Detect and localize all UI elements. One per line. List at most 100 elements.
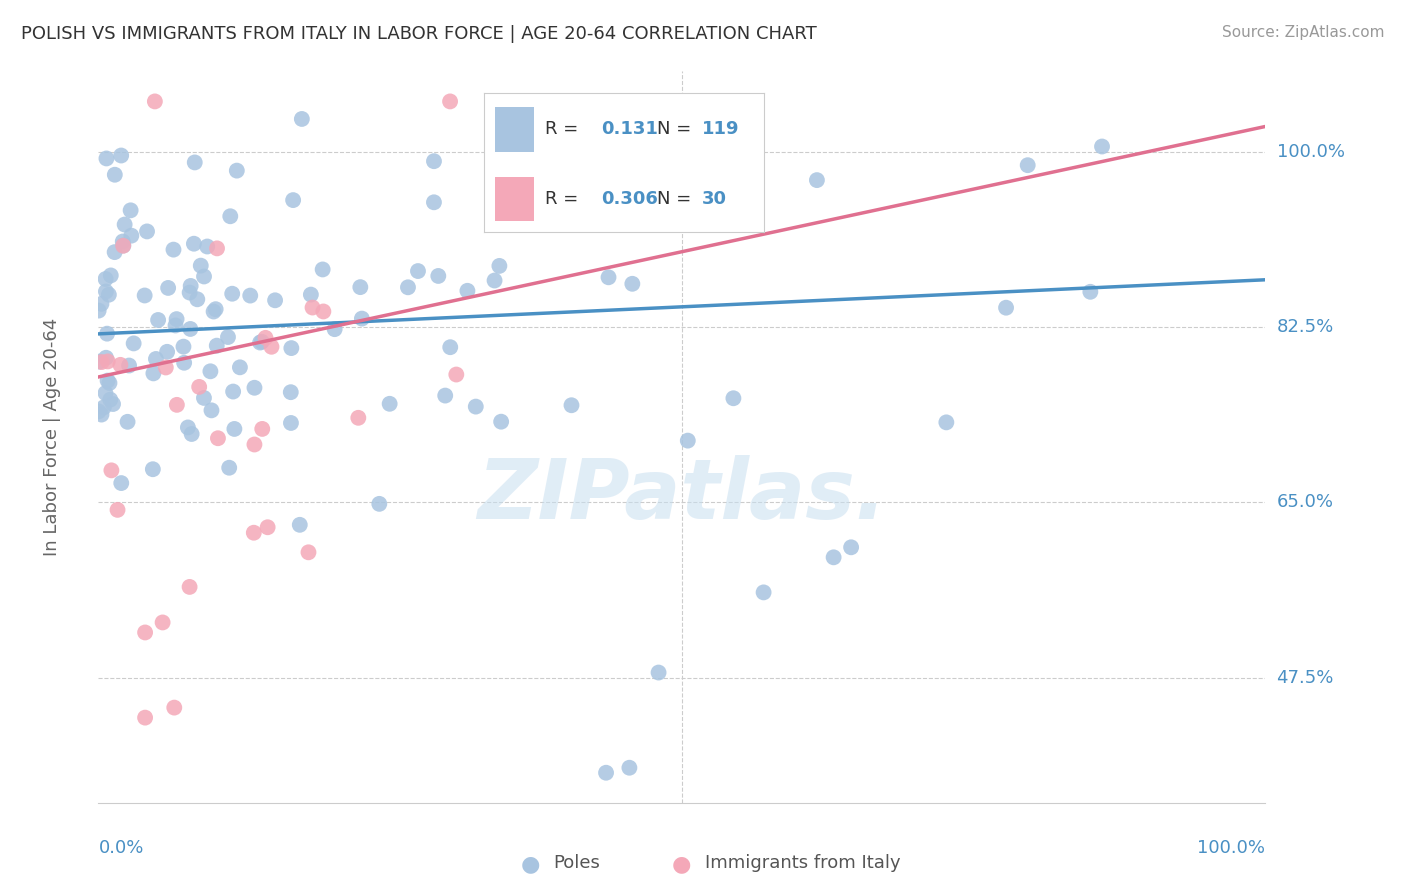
Point — [299, 287, 322, 301]
Point — [163, 700, 186, 714]
Point — [111, 235, 134, 249]
Point — [676, 434, 699, 448]
Point — [489, 415, 512, 429]
Point — [179, 285, 201, 300]
Point — [104, 245, 127, 260]
Point — [427, 268, 450, 283]
Point — [202, 304, 225, 318]
Point — [406, 264, 429, 278]
Point — [456, 284, 478, 298]
Point — [97, 287, 120, 301]
Point — [89, 354, 111, 368]
Point — [122, 336, 145, 351]
Point — [97, 354, 120, 368]
Text: ZIPatlas.: ZIPatlas. — [477, 455, 887, 536]
Point — [118, 359, 141, 373]
Point — [94, 386, 117, 401]
Point — [110, 148, 132, 162]
Point — [205, 241, 228, 255]
Point — [142, 367, 165, 381]
Point — [100, 268, 122, 283]
Point — [112, 239, 135, 253]
Point — [96, 152, 118, 166]
Point — [98, 392, 121, 407]
Point — [280, 385, 302, 400]
Point — [219, 209, 242, 223]
Point — [728, 95, 751, 109]
Point — [935, 415, 957, 429]
Point — [538, 178, 561, 192]
Point — [172, 340, 194, 354]
Point — [152, 615, 174, 630]
Point — [464, 400, 486, 414]
Point — [142, 462, 165, 476]
Point — [193, 269, 215, 284]
Point — [1080, 285, 1102, 299]
Point — [120, 228, 142, 243]
Point — [723, 391, 745, 405]
Point — [200, 403, 222, 417]
Point — [134, 288, 156, 302]
Point — [423, 195, 446, 210]
Text: Poles: Poles — [554, 854, 600, 872]
Point — [112, 238, 135, 252]
Text: 65.0%: 65.0% — [1277, 493, 1333, 511]
Point — [188, 380, 211, 394]
Point — [98, 376, 121, 390]
Point — [90, 355, 112, 369]
Point — [254, 331, 277, 345]
Point — [243, 525, 266, 540]
Point — [120, 203, 142, 218]
Point — [598, 270, 620, 285]
Point — [93, 401, 115, 415]
Point — [136, 224, 159, 238]
Point — [434, 388, 457, 402]
Point — [350, 311, 373, 326]
Point — [396, 280, 419, 294]
Point — [155, 360, 177, 375]
Point — [250, 334, 273, 349]
Point — [252, 422, 274, 436]
Point — [101, 397, 124, 411]
Point — [312, 304, 335, 318]
Point — [297, 545, 319, 559]
Point — [205, 339, 228, 353]
Point — [179, 580, 201, 594]
Point — [806, 173, 828, 187]
Point — [311, 262, 333, 277]
Point — [239, 288, 262, 302]
Point — [114, 218, 136, 232]
Point — [575, 202, 598, 217]
Point — [195, 239, 218, 253]
Point — [110, 358, 132, 372]
Text: 100.0%: 100.0% — [1277, 143, 1344, 161]
Point — [439, 95, 461, 109]
Point — [143, 95, 166, 109]
Point — [823, 550, 845, 565]
Text: Immigrants from Italy: Immigrants from Italy — [706, 854, 901, 872]
Point — [173, 356, 195, 370]
Point — [229, 360, 252, 375]
Text: 82.5%: 82.5% — [1277, 318, 1334, 336]
Point — [90, 408, 112, 422]
Point — [166, 398, 188, 412]
Point — [179, 322, 201, 336]
Point — [281, 193, 304, 207]
Point — [288, 517, 311, 532]
Text: 100.0%: 100.0% — [1198, 839, 1265, 857]
Point — [484, 136, 506, 150]
Point — [183, 236, 205, 251]
Point — [225, 163, 247, 178]
Point — [347, 410, 370, 425]
Point — [280, 341, 302, 355]
Text: 47.5%: 47.5% — [1277, 668, 1334, 687]
Point — [439, 340, 461, 354]
Point — [423, 154, 446, 169]
Point — [839, 541, 862, 555]
Point — [94, 285, 117, 299]
Point — [156, 344, 179, 359]
Point — [186, 293, 208, 307]
Text: POLISH VS IMMIGRANTS FROM ITALY IN LABOR FORCE | AGE 20-64 CORRELATION CHART: POLISH VS IMMIGRANTS FROM ITALY IN LABOR… — [21, 25, 817, 43]
Point — [249, 335, 271, 350]
Point — [368, 497, 391, 511]
